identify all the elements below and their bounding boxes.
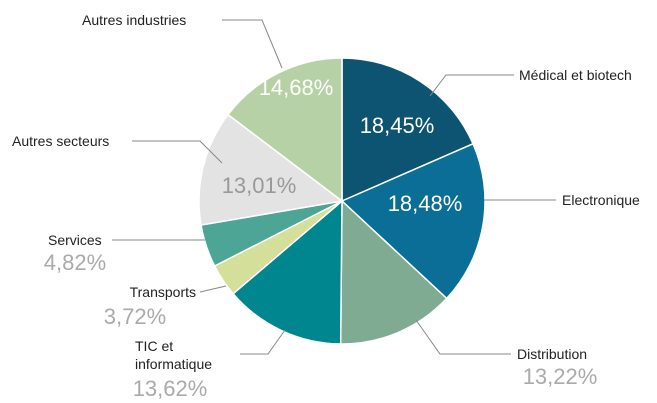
pie-slice	[226, 57, 343, 203]
category-label: TIC et informatique	[135, 338, 213, 372]
slice-value-label: 14,68%	[259, 75, 334, 100]
category-label: Transports	[129, 284, 196, 300]
leader-line	[429, 74, 514, 97]
category-label: Médical et biotech	[519, 67, 632, 83]
leader-line	[415, 319, 511, 355]
slice-value-label: 4,82%	[44, 250, 106, 275]
slice-value-label: 13,01%	[222, 173, 297, 198]
pie-slice	[232, 199, 343, 345]
slice-value-label: 18,48%	[388, 191, 463, 216]
pie-slice	[341, 57, 475, 203]
category-label: Electronique	[562, 192, 640, 208]
category-label: Autres industries	[82, 12, 187, 28]
slice-value-label: 13,62%	[133, 376, 208, 401]
leader-line	[240, 329, 286, 355]
slice-value-label: 3,72%	[104, 304, 166, 329]
category-label: Services	[48, 232, 102, 248]
category-label: Autres secteurs	[12, 133, 110, 149]
pie-slice	[340, 142, 486, 300]
pie-slice	[198, 113, 344, 226]
category-label: Distribution	[517, 346, 588, 362]
pie-slice	[339, 199, 448, 345]
leader-line	[132, 140, 223, 164]
slice-value-label: 18,45%	[360, 113, 435, 138]
leader-line	[199, 285, 227, 293]
leader-line	[222, 19, 283, 69]
slice-value-label: 13,22%	[523, 364, 598, 389]
